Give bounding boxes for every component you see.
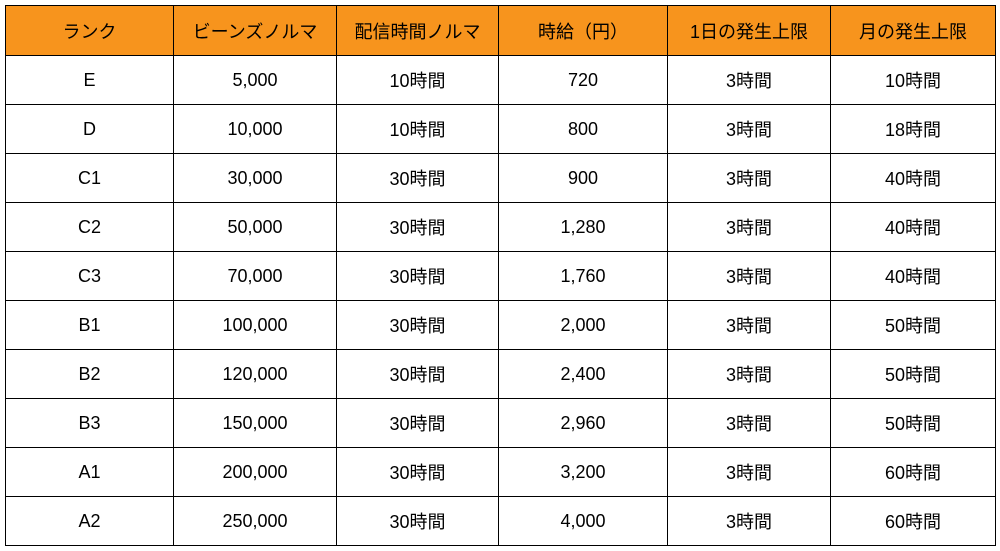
table-cell: 60時間 [830,496,996,546]
table-cell: 3時間 [667,104,831,154]
table-cell: 70,000 [173,251,337,301]
table-cell: 50,000 [173,202,337,252]
table-cell: 120,000 [173,349,337,399]
table-cell: 30,000 [173,153,337,203]
table-cell: 3時間 [667,153,831,203]
table-cell: 30時間 [336,447,499,497]
table-cell: 50時間 [830,349,996,399]
table-cell: 50時間 [830,398,996,448]
table-cell: 30時間 [336,496,499,546]
table-row: B1 100,000 30時間 2,000 3時間 50時間 [5,300,996,350]
table-cell: 30時間 [336,398,499,448]
table-row: C3 70,000 30時間 1,760 3時間 40時間 [5,251,996,301]
table-row: B3 150,000 30時間 2,960 3時間 50時間 [5,398,996,448]
header-cell: 時給（円） [498,5,668,56]
table-cell: 5,000 [173,55,337,105]
table-cell: 900 [498,153,668,203]
table-cell: B3 [5,398,174,448]
table-cell: A2 [5,496,174,546]
table-cell: 30時間 [336,300,499,350]
table-cell: 30時間 [336,251,499,301]
header-cell: 月の発生上限 [830,5,996,56]
table-cell: B2 [5,349,174,399]
table-cell: 3時間 [667,398,831,448]
table-cell: D [5,104,174,154]
table-cell: 250,000 [173,496,337,546]
table-cell: 40時間 [830,153,996,203]
table-cell: 60時間 [830,447,996,497]
table-row: D 10,000 10時間 800 3時間 18時間 [5,104,996,154]
header-cell: 1日の発生上限 [667,5,831,56]
table-cell: 3時間 [667,202,831,252]
table-cell: 3時間 [667,55,831,105]
table-cell: 800 [498,104,668,154]
table-cell: 150,000 [173,398,337,448]
table-cell: 3時間 [667,496,831,546]
table-row: C2 50,000 30時間 1,280 3時間 40時間 [5,202,996,252]
table-row: E 5,000 10時間 720 3時間 10時間 [5,55,996,105]
table-cell: 1,280 [498,202,668,252]
table-cell: 200,000 [173,447,337,497]
header-cell: ビーンズノルマ [173,5,337,56]
table-cell: 720 [498,55,668,105]
table-cell: 1,760 [498,251,668,301]
table-cell: 10時間 [336,55,499,105]
header-cell: ランク [5,5,174,56]
table-row: C1 30,000 30時間 900 3時間 40時間 [5,153,996,203]
header-cell: 配信時間ノルマ [336,5,499,56]
table-cell: C3 [5,251,174,301]
table-cell: 30時間 [336,202,499,252]
table-cell: 10,000 [173,104,337,154]
table-cell: 3時間 [667,349,831,399]
table-cell: 100,000 [173,300,337,350]
table-cell: 50時間 [830,300,996,350]
table-cell: E [5,55,174,105]
table-cell: 10時間 [830,55,996,105]
table-row: B2 120,000 30時間 2,400 3時間 50時間 [5,349,996,399]
table-cell: 10時間 [336,104,499,154]
table-row: A2 250,000 30時間 4,000 3時間 60時間 [5,496,996,546]
table-cell: A1 [5,447,174,497]
table-cell: 3時間 [667,447,831,497]
table-row: A1 200,000 30時間 3,200 3時間 60時間 [5,447,996,497]
table-cell: 40時間 [830,251,996,301]
table-cell: 3,200 [498,447,668,497]
table-cell: 40時間 [830,202,996,252]
table-cell: 18時間 [830,104,996,154]
table-cell: C2 [5,202,174,252]
table-cell: 2,000 [498,300,668,350]
table-cell: 4,000 [498,496,668,546]
table-cell: B1 [5,300,174,350]
table-cell: 2,960 [498,398,668,448]
table-cell: 30時間 [336,349,499,399]
table-cell: 3時間 [667,300,831,350]
header-row: ランク ビーンズノルマ 配信時間ノルマ 時給（円） 1日の発生上限 月の発生上限 [5,5,996,56]
table-cell: 2,400 [498,349,668,399]
table-cell: 3時間 [667,251,831,301]
table-cell: 30時間 [336,153,499,203]
table-cell: C1 [5,153,174,203]
rank-table: ランク ビーンズノルマ 配信時間ノルマ 時給（円） 1日の発生上限 月の発生上限 E 5,0… [5,5,996,546]
